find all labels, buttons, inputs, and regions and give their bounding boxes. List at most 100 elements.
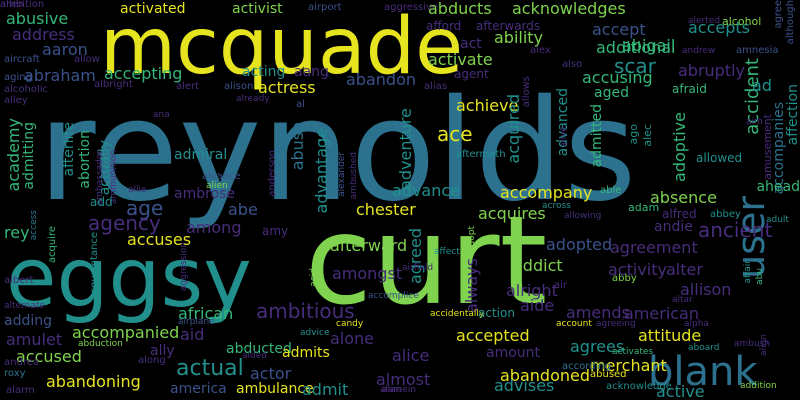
cloud-word-acquires: acquires [478,204,546,223]
cloud-word-accomplice: accomplice [368,291,419,301]
cloud-word-african: african [178,304,234,323]
cloud-word-acquire: acquire [47,226,58,264]
cloud-word-aided: aided [242,351,267,361]
cloud-word-admits: admits [282,345,330,361]
cloud-word-abducted: abducted [226,341,292,357]
cloud-word-aged: aged [594,85,629,101]
cloud-word-andie: andie [654,219,693,235]
cloud-word-aaron: aaron [42,40,88,59]
cloud-word-active: active [656,382,705,400]
cloud-word-afford: afford [426,19,462,33]
cloud-word-abusive: abusive [6,9,69,28]
cloud-word-addition: addition [740,381,777,391]
cloud-word-alliance: alliance [202,171,241,182]
cloud-word-add: add [90,195,113,209]
cloud-word-abducts: abducts [428,0,492,18]
cloud-word-abused: abused [590,369,627,380]
cloud-word-affect: affect [434,247,460,257]
cloud-word-air: air [554,280,568,291]
cloud-word-scar: scar [614,54,656,78]
cloud-word-eggsy: eggsy [6,231,252,326]
cloud-word-agreeing: agreeing [596,319,636,329]
cloud-word-abortion: abortion [77,130,93,189]
cloud-word-accused: accused [16,347,82,366]
cloud-word-acquired: acquired [504,94,523,164]
cloud-word-academy: academy [4,118,23,192]
cloud-word-aging: aging [4,72,32,83]
cloud-word-access: access [29,210,39,241]
cloud-word-ambrose: ambrose [174,186,236,202]
cloud-word-attitude: attitude [638,326,702,345]
cloud-word-abraham: abraham [24,66,96,85]
cloud-word-acid: acid [309,268,319,287]
cloud-word-ally: ally [150,343,175,359]
cloud-word-andrea: andrea [4,357,39,368]
cloud-word-alright: alright [506,281,558,300]
cloud-word-airplane: airplane [178,317,215,327]
cloud-word-amount: amount [486,345,541,361]
cloud-word-amy: amy [262,224,289,238]
cloud-word-albert: albert [4,275,34,286]
cloud-word-blank: blank [648,349,758,395]
cloud-word-affair: affair [743,260,753,284]
cloud-word-afterlife: afterlife [61,122,77,177]
cloud-word-alison: alison [224,81,254,92]
cloud-word-adopted: adopted [546,235,613,254]
cloud-word-ace: ace [437,122,473,146]
cloud-word-act: act [460,36,482,52]
cloud-word-afraid: afraid [672,82,707,96]
cloud-word-agree: agree [773,0,784,29]
cloud-word-achieve: achieve [456,96,519,115]
cloud-word-ago: ago [627,124,640,145]
cloud-word-agreement: agreement [610,238,698,257]
cloud-word-allowed: allowed [696,151,743,165]
cloud-word-admiral: admiral [174,147,228,163]
cloud-word-activist: activist [232,1,283,17]
cloud-word-acquaintance: acquaintance [89,232,100,300]
cloud-word-aircraft: aircraft [4,54,40,65]
cloud-word-alex: alex [530,45,551,56]
cloud-word-ambush: ambush [734,339,771,349]
cloud-word-along: along [138,355,166,366]
cloud-word-adult: adult [766,215,789,225]
cloud-word-agency: agency [88,211,161,235]
cloud-word-abby: abby [612,273,637,284]
cloud-word-alter: alter [666,260,703,279]
cloud-word-albright: albright [94,79,133,90]
cloud-word-ambition: ambition [0,0,45,10]
cloud-word-although: although [785,0,796,45]
cloud-word-actor: actor [250,364,292,383]
cloud-word-accepting: accepting [104,64,183,83]
cloud-word-actual: actual [176,356,244,381]
cloud-word-abruptly: abruptly [678,61,746,80]
cloud-word-alley: alley [4,95,28,106]
cloud-word-alfred: alfred [662,207,697,221]
cloud-word-reynolds: reynolds [38,70,637,233]
cloud-word-ambushed: ambushed [349,152,359,200]
cloud-word-ana: ana [153,110,170,120]
cloud-word-adopt: adopt [467,226,477,252]
cloud-word-alcohol: alcohol [722,15,762,28]
cloud-word-advantage: advantage [312,128,331,214]
cloud-word-ahead: ahead [756,179,800,195]
cloud-word-rey: rey [4,223,30,242]
cloud-word-ancient: ancient [698,218,773,242]
cloud-word-amongst: amongst [332,264,403,283]
cloud-word-al: al [296,99,305,110]
cloud-word-alerted: alerted [688,16,721,26]
cloud-word-abbey: abbey [710,209,741,220]
cloud-word-aide: aide [520,296,555,315]
cloud-word-amends: amends [566,303,630,322]
cloud-word-alive: alive [559,126,569,148]
cloud-word-accusing: accusing [582,68,653,87]
cloud-word-adding: adding [4,313,53,329]
cloud-word-according: according [562,361,611,372]
cloud-word-afterward: afterward [330,236,408,255]
cloud-word-alan: alan [382,385,402,395]
cloud-word-candy: candy [336,319,364,329]
cloud-word-activate: activate [428,50,493,69]
cloud-word-acting: acting [242,64,286,80]
cloud-word-allen: allen [0,0,25,10]
cloud-word-abandon: abandon [346,70,416,89]
